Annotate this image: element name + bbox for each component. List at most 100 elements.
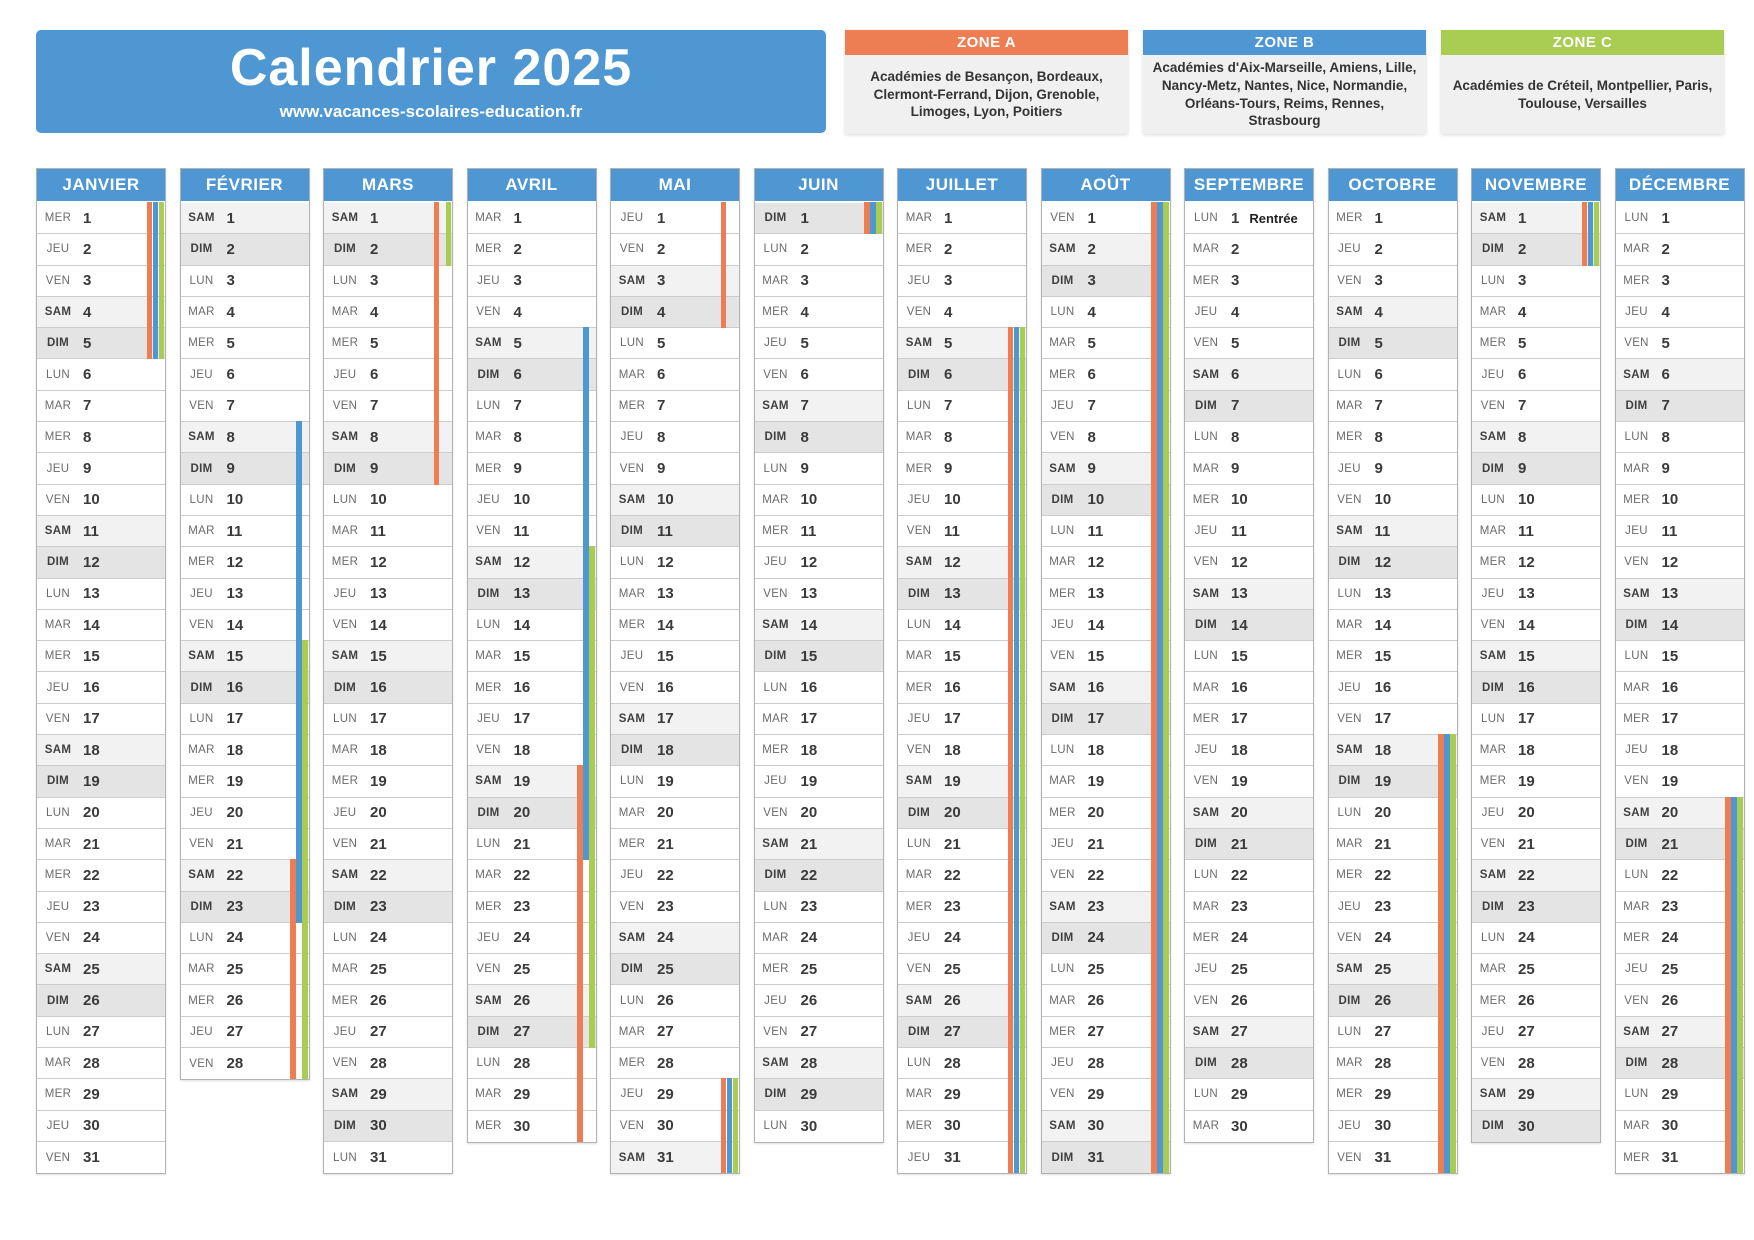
day-row: DIM 6 <box>898 358 1026 391</box>
day-number: 4 <box>226 303 235 321</box>
day-abbrev: MER <box>1192 931 1220 944</box>
day-row: VEN 14 <box>324 609 452 642</box>
day-number: 19 <box>1661 772 1679 790</box>
day-abbrev: MAR <box>905 650 933 663</box>
day-abbrev: DIM <box>764 212 787 225</box>
holiday-stripe-zone-b <box>870 202 876 235</box>
holiday-stripe-zone-c <box>1450 984 1456 1017</box>
day-abbrev: SAM <box>762 399 789 412</box>
day-abbrev: MER <box>1479 556 1507 569</box>
day-abbrev: JEU <box>1051 619 1074 631</box>
day-number: 23 <box>800 898 818 916</box>
day-number: 19 <box>513 772 531 790</box>
day-row: LUN 7 <box>898 389 1026 423</box>
holiday-stripe-zone-a <box>1007 702 1013 736</box>
month-column-3: MARS SAM 1 DIM 2 LUN 3 MAR 4 MER 5 JEU 6 VEN 7 SAM 8 DIM 9… <box>323 168 453 1175</box>
day-abbrev: SAM <box>188 212 215 225</box>
day-number: 24 <box>1231 929 1248 947</box>
day-abbrev: DIM <box>334 681 356 694</box>
holiday-stripe-zone-a <box>1151 859 1157 892</box>
day-row: LUN 18 <box>1041 734 1170 767</box>
day-row: JEU 13 <box>180 577 309 610</box>
day-row: VEN 7 <box>1472 390 1600 423</box>
day-abbrev: JEU <box>46 900 70 913</box>
day-abbrev: MER <box>762 306 789 319</box>
holiday-stripe-zone-a <box>433 264 439 297</box>
holiday-stripe-zone-b <box>296 827 302 861</box>
day-number: 8 <box>657 428 666 446</box>
day-number: 25 <box>800 960 818 978</box>
day-number: 9 <box>1087 460 1096 478</box>
day-row: VEN 31 <box>37 1141 165 1174</box>
day-number: 27 <box>1661 1023 1679 1041</box>
day-number: 9 <box>944 460 953 478</box>
holiday-stripe-zone-b <box>1444 765 1450 798</box>
holiday-stripe-zone-c <box>1019 389 1025 423</box>
day-row: VEN 4 <box>898 296 1026 329</box>
holiday-stripe-zone-c <box>1737 1015 1743 1049</box>
holiday-stripe-zone-c <box>1163 671 1169 704</box>
day-row: VEN 7 <box>180 390 309 423</box>
day-abbrev: VEN <box>1480 1057 1506 1070</box>
day-abbrev: JEU <box>1051 1057 1074 1070</box>
day-abbrev: VEN <box>1193 775 1219 788</box>
day-number: 6 <box>370 366 379 384</box>
day-abbrev: JEU <box>1051 399 1074 412</box>
day-number: 26 <box>513 992 531 1010</box>
day-number: 17 <box>370 710 387 728</box>
day-row: MAR 18 <box>1472 735 1600 767</box>
day-abbrev: MER <box>44 869 72 882</box>
site-url[interactable]: www.vacances-scolaires-education.fr <box>279 101 583 121</box>
day-number: 26 <box>800 992 818 1010</box>
day-abbrev: MER <box>762 963 789 976</box>
holiday-stripe-zone-c <box>1163 452 1169 485</box>
holiday-stripe-zone-b <box>726 1109 732 1142</box>
day-row: LUN 4 <box>1041 295 1170 329</box>
day-abbrev: MAR <box>618 368 646 381</box>
day-abbrev: SAM <box>188 650 215 663</box>
day-row: VEN 28 <box>324 1048 452 1080</box>
holiday-stripe-zone-b <box>1157 327 1163 360</box>
day-row: DIM 21 <box>1185 828 1313 861</box>
day-abbrev: DIM <box>908 587 930 600</box>
day-number: 13 <box>800 585 818 603</box>
holiday-stripe-zone-c <box>1019 1140 1025 1174</box>
day-abbrev: LUN <box>763 243 788 256</box>
day-abbrev: DIM <box>1338 775 1361 788</box>
holiday-stripe-zone-b <box>1157 921 1163 955</box>
day-abbrev: LUN <box>1050 306 1075 319</box>
day-number: 16 <box>513 679 531 697</box>
day-number: 16 <box>657 679 674 697</box>
holiday-stripe-zone-a <box>1151 671 1157 704</box>
holiday-stripe-zone-c <box>732 1109 738 1142</box>
holiday-stripe-zone-a <box>1725 1078 1731 1111</box>
day-number: 12 <box>944 553 961 571</box>
day-number: 24 <box>657 929 674 947</box>
day-number: 30 <box>944 1117 961 1135</box>
day-number: 10 <box>83 491 100 509</box>
day-row: DIM 23 <box>180 890 309 923</box>
day-row: JEU 25 <box>1185 954 1313 986</box>
holiday-stripe-zone-b <box>583 702 589 736</box>
day-number: 27 <box>83 1023 100 1041</box>
holiday-stripe-zone-c <box>1019 984 1025 1017</box>
day-number: 5 <box>1374 334 1383 352</box>
day-abbrev: VEN <box>1050 431 1075 444</box>
holiday-stripe-zone-c <box>589 827 595 861</box>
holiday-stripe-zone-a <box>1007 1078 1013 1111</box>
day-abbrev: MAR <box>475 431 502 444</box>
day-number: 17 <box>944 710 961 728</box>
holiday-stripe-zone-a <box>1151 1015 1157 1049</box>
day-abbrev: DIM <box>190 462 213 475</box>
day-abbrev: MAR <box>188 306 215 319</box>
day-number: 6 <box>1087 366 1096 384</box>
day-row: SAM 11 <box>1328 515 1457 548</box>
day-number: 17 <box>657 710 674 728</box>
day-row: LUN 29 <box>1185 1079 1313 1111</box>
day-abbrev: SAM <box>331 212 359 225</box>
day-abbrev: MAR <box>1192 681 1220 694</box>
day-row: LUN 21 <box>898 827 1026 861</box>
holiday-stripe-zone-c <box>1450 1078 1456 1111</box>
holiday-stripe-zone-b <box>1444 1015 1450 1049</box>
day-row: LUN 28 <box>467 1047 596 1080</box>
